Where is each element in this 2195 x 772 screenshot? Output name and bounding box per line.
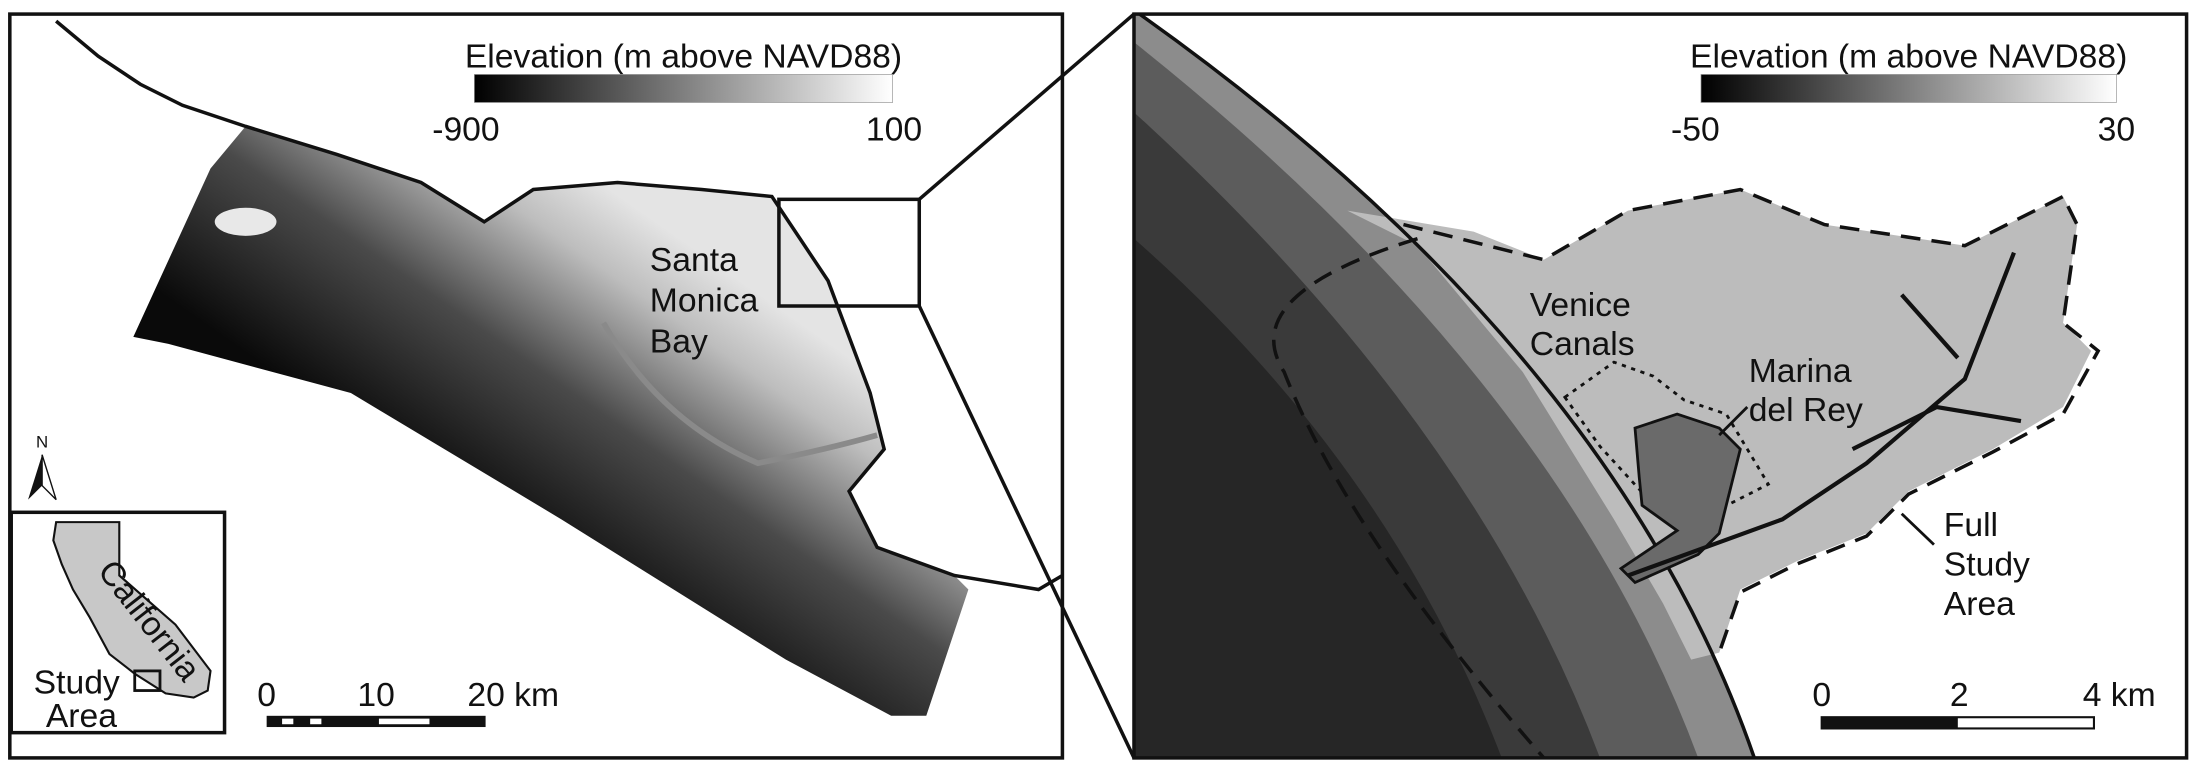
scale-label: 0	[1812, 677, 1831, 714]
road	[1627, 251, 2016, 578]
scale-label: 4 km	[2083, 677, 2156, 714]
ocean-boundary	[1272, 236, 1546, 758]
leader-line	[1900, 512, 1935, 546]
depth-band	[1133, 238, 1502, 758]
zoom-box	[777, 197, 922, 308]
zoom-line	[917, 305, 1136, 759]
scale-bar	[266, 715, 486, 728]
legend-max: 100	[866, 111, 922, 148]
scale-bar-seg	[378, 718, 430, 725]
label-line: Full	[1944, 507, 1998, 544]
label-line: Study	[1944, 546, 2030, 583]
label-line: Monica	[650, 283, 759, 320]
right-panel: Venice Canals Marina del Rey Full Study …	[1133, 14, 2187, 758]
label-line: Santa	[650, 242, 738, 279]
scale-label: 10	[357, 677, 394, 714]
legend-ramp	[474, 74, 893, 103]
label-line: Bay	[650, 323, 708, 360]
scale-bar-seg	[1821, 717, 1958, 729]
label-line: Venice	[1530, 287, 1631, 324]
scale-label: 2	[1950, 677, 1969, 714]
canyon	[601, 321, 878, 467]
north-arrow	[28, 454, 43, 500]
legend-min: -50	[1671, 111, 1720, 148]
north-label: N	[36, 433, 48, 452]
road	[1900, 293, 1960, 360]
legend-title: Elevation (m above NAVD88)	[1690, 38, 2127, 75]
bathymetry	[133, 126, 969, 716]
inset-study-box	[133, 669, 162, 692]
legend-max: 30	[2098, 111, 2135, 148]
legend-ramp	[1700, 74, 2117, 103]
shelf-highlight	[214, 207, 277, 236]
inset-study-label: Study Area	[34, 664, 129, 735]
scale-label: 0	[257, 677, 276, 714]
place-label: Venice Canals	[1530, 287, 1640, 363]
zoom-line	[918, 12, 1136, 201]
leader-line	[1718, 406, 1749, 437]
label-line: Marina	[1749, 353, 1852, 390]
study-boundary	[1403, 187, 2101, 654]
scale-label: 20 km	[467, 677, 559, 714]
legend-title: Elevation (m above NAVD88)	[465, 38, 902, 75]
legend-min: -900	[432, 111, 499, 148]
place-label: Full Study Area	[1944, 507, 2039, 623]
scale-bar-seg	[310, 718, 322, 725]
venice-boundary	[1562, 360, 1771, 533]
scale-bar-seg	[282, 718, 294, 725]
label-line: Area	[1944, 586, 2015, 623]
coastline	[1138, 14, 1756, 758]
place-label: Santa Monica Bay	[650, 242, 768, 360]
place-label: Marina del Rey	[1749, 353, 1863, 429]
label-line: del Rey	[1749, 392, 1863, 429]
label-line: Area	[46, 698, 117, 735]
label-line: Study	[34, 664, 120, 701]
panel-border	[1132, 12, 2189, 760]
road	[1851, 404, 2022, 452]
north-arrow	[41, 454, 57, 501]
marina	[1618, 412, 1742, 585]
label-line: Canals	[1530, 326, 1635, 363]
panel-border	[8, 12, 1065, 760]
coastline	[55, 19, 1064, 592]
left-panel: Santa Monica Bay Elevation (m above NAVD…	[8, 12, 1136, 760]
california	[52, 521, 212, 699]
land-area	[1347, 189, 2092, 660]
